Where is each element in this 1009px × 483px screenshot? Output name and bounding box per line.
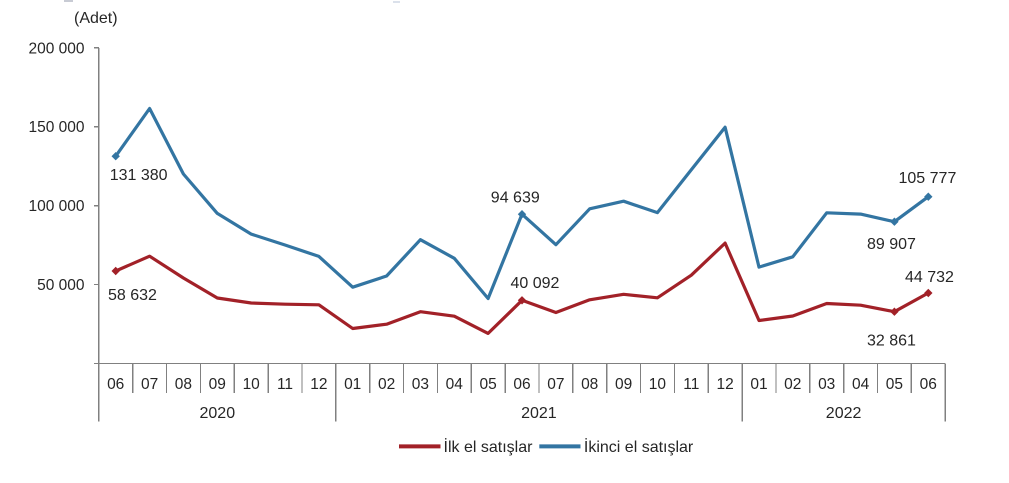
svg-text:02: 02	[784, 376, 801, 393]
svg-text:07: 07	[141, 376, 158, 393]
svg-text:07: 07	[547, 376, 564, 393]
svg-text:06: 06	[107, 376, 124, 393]
svg-text:2022: 2022	[826, 405, 862, 422]
svg-text:12: 12	[310, 376, 327, 393]
svg-text:44 732: 44 732	[905, 269, 954, 286]
svg-text:58 632: 58 632	[108, 287, 157, 304]
svg-text:04: 04	[852, 376, 870, 393]
svg-text:105 777: 105 777	[899, 170, 957, 187]
svg-text:100 000: 100 000	[28, 198, 84, 215]
svg-text:2021: 2021	[521, 405, 557, 422]
svg-text:09: 09	[615, 376, 632, 393]
svg-text:02: 02	[378, 376, 395, 393]
svg-text:10: 10	[649, 376, 667, 393]
svg-text:06: 06	[920, 376, 937, 393]
svg-text:2020: 2020	[200, 405, 236, 422]
svg-text:200 000: 200 000	[28, 40, 84, 57]
svg-text:40 092: 40 092	[511, 275, 560, 292]
svg-text:09: 09	[209, 376, 226, 393]
svg-text:50 000: 50 000	[37, 277, 85, 294]
svg-text:08: 08	[175, 376, 192, 393]
svg-text:03: 03	[818, 376, 835, 393]
svg-text:11: 11	[683, 376, 699, 393]
svg-text:10: 10	[243, 376, 261, 393]
svg-text:(Adet): (Adet)	[74, 10, 118, 27]
svg-text:08: 08	[581, 376, 598, 393]
svg-text:12: 12	[716, 376, 733, 393]
svg-text:01: 01	[750, 376, 767, 393]
svg-text:32 861: 32 861	[867, 333, 916, 350]
svg-text:İlk el satışlar: İlk el satışlar	[444, 437, 534, 456]
svg-text:05: 05	[479, 376, 496, 393]
svg-text:06: 06	[513, 376, 530, 393]
svg-text:131 380: 131 380	[110, 167, 168, 184]
svg-text:89 907: 89 907	[867, 236, 916, 253]
svg-text:04: 04	[446, 376, 464, 393]
svg-text:01: 01	[344, 376, 361, 393]
svg-text:05: 05	[886, 376, 903, 393]
svg-text:11: 11	[277, 376, 293, 393]
svg-text:94 639: 94 639	[491, 190, 540, 207]
svg-text:150 000: 150 000	[28, 119, 84, 136]
svg-text:İkinci el satışlar: İkinci el satışlar	[584, 437, 694, 456]
svg-text:03: 03	[412, 376, 429, 393]
